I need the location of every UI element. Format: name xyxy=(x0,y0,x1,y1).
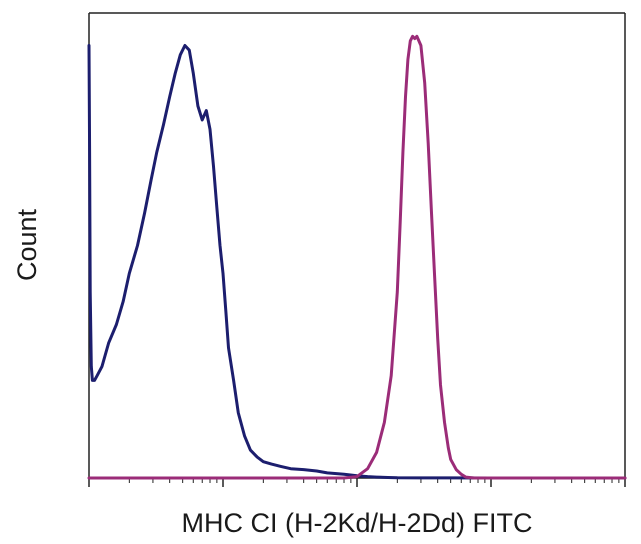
plot-frame xyxy=(88,12,626,479)
histogram-series-line-1 xyxy=(87,44,627,480)
histogram-series-line-2 xyxy=(87,34,627,480)
x-axis-title: MHC CI (H-2Kd/H-2Dd) FITC xyxy=(181,508,532,538)
histogram-series xyxy=(87,34,627,480)
y-axis-title: Count xyxy=(12,208,42,281)
